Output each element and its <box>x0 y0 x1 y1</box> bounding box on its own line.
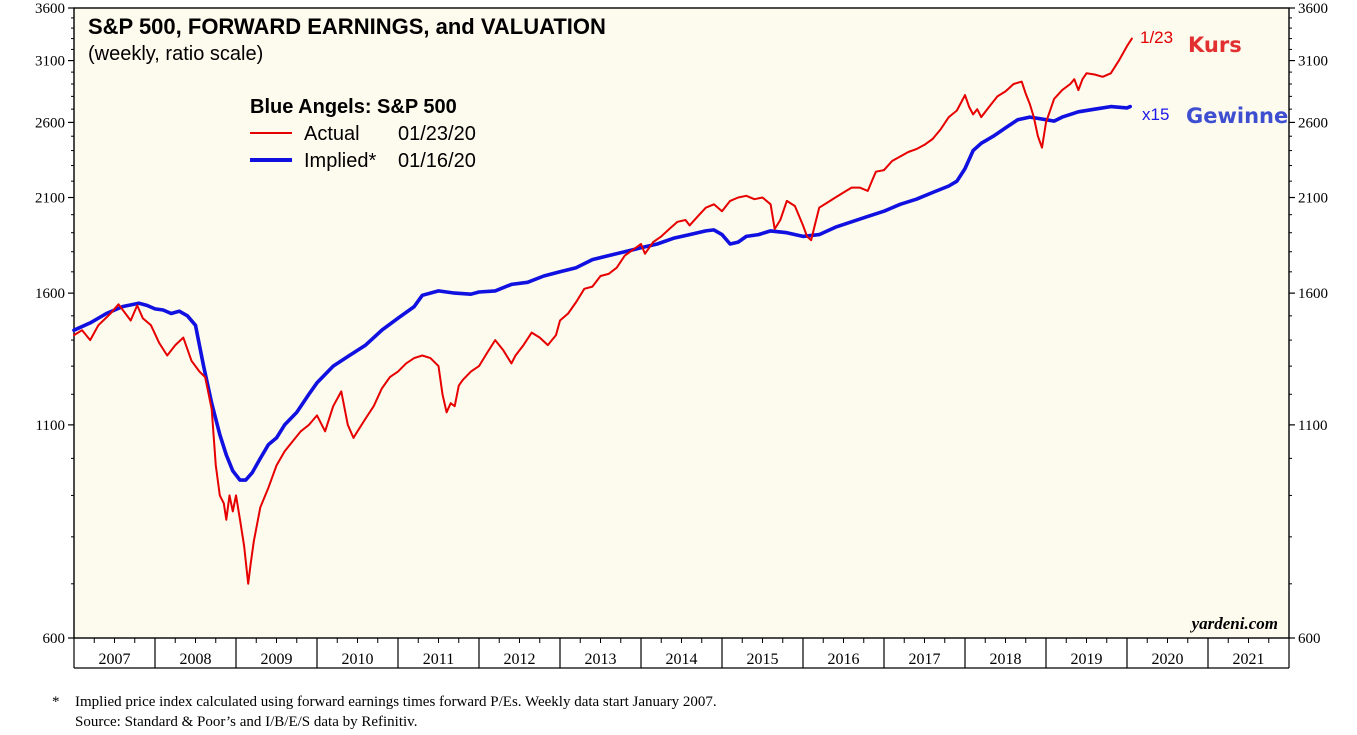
source-brand: yardeni.com <box>1190 614 1278 633</box>
y-axis-left: 3600 3100 2600 2100 1600 1100 600 <box>35 1 74 647</box>
actual-end-label: 1/23 <box>1140 28 1173 47</box>
footnote: Implied price index calculated using for… <box>75 694 717 710</box>
legend-label-actual: Actual <box>304 123 360 145</box>
legend-date-actual: 01/23/20 <box>398 123 476 145</box>
x-tick-label: 2018 <box>990 651 1022 668</box>
x-tick-label: 2011 <box>423 651 454 668</box>
x-tick-label: 2012 <box>504 651 536 668</box>
x-tick-label: 2014 <box>666 651 698 668</box>
x-tick-label: 2009 <box>261 651 293 668</box>
y-tick-label-right: 3100 <box>1298 54 1328 70</box>
series-layer <box>72 37 1133 585</box>
series-line-actual <box>73 37 1133 585</box>
y-tick-label-right: 1100 <box>1298 418 1327 434</box>
x-tick-label: 2015 <box>747 651 779 668</box>
legend: Blue Angels: S&P 500 Actual 01/23/20 Imp… <box>250 96 476 172</box>
kurs-tag: Kurs <box>1188 33 1242 57</box>
x-tick-label: 2007 <box>99 651 131 668</box>
x-axis: 2007 2008 2009 2010 2011 2012 2013 2014 2015 2016… <box>73 638 1290 669</box>
y-axis-right: 3600 3100 2600 2100 1600 1100 600 <box>1289 1 1328 647</box>
legend-date-implied: 01/16/20 <box>398 150 476 172</box>
x-tick-label: 2019 <box>1071 651 1103 668</box>
footnote-marker: * <box>52 694 60 710</box>
x-tick-label: 2013 <box>585 651 617 668</box>
x-tick-label: 2008 <box>180 651 212 668</box>
legend-title: Blue Angels: S&P 500 <box>250 96 457 118</box>
y-tick-label-right: 1600 <box>1298 286 1328 302</box>
source-note: Source: Standard & Poor’s and I/B/E/S da… <box>75 714 417 730</box>
implied-end-label: x15 <box>1142 105 1169 124</box>
y-tick-label-left: 3100 <box>35 54 65 70</box>
y-tick-label-right: 2600 <box>1298 115 1328 131</box>
y-tick-label-left: 600 <box>43 631 66 647</box>
y-tick-label-left: 2100 <box>35 191 65 207</box>
x-tick-label: 2017 <box>909 651 941 668</box>
chart-subtitle: (weekly, ratio scale) <box>88 43 263 65</box>
y-tick-label-left: 2600 <box>35 115 65 131</box>
legend-label-implied: Implied* <box>304 150 376 172</box>
y-tick-label-right: 3600 <box>1298 1 1328 17</box>
y-tick-label-left: 3600 <box>35 1 65 17</box>
plot-area <box>73 7 1290 639</box>
x-tick-label: 2010 <box>342 651 374 668</box>
y-tick-label-left: 1600 <box>35 286 65 302</box>
x-tick-label: 2020 <box>1152 651 1184 668</box>
x-tick-label: 2016 <box>828 651 860 668</box>
series-line-implied <box>72 104 1132 482</box>
x-tick-label: 2021 <box>1233 651 1265 668</box>
y-tick-label-left: 1100 <box>36 418 65 434</box>
y-tick-label-right: 2100 <box>1298 191 1328 207</box>
gewinne-tag: Gewinne <box>1186 104 1288 128</box>
chart-title: S&P 500, FORWARD EARNINGS, and VALUATION <box>88 14 606 39</box>
y-tick-label-right: 600 <box>1298 631 1321 647</box>
